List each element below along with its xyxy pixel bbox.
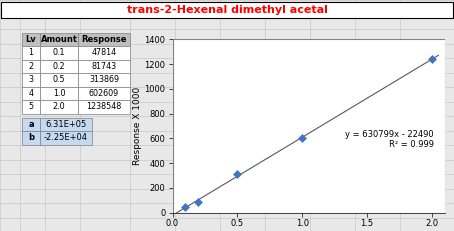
Point (182, 205, 189, 208)
Text: 1.0: 1.0 (53, 89, 65, 98)
Text: 2.0: 2.0 (53, 102, 65, 111)
Bar (78, 33, 130, 46)
Text: 47814: 47814 (91, 48, 117, 57)
Bar (40, 100, 78, 113)
Bar (78, 60, 130, 73)
Text: 81743: 81743 (91, 62, 117, 71)
Text: 1238548: 1238548 (86, 102, 122, 111)
Point (428, 57, 435, 61)
Text: 4: 4 (29, 89, 34, 98)
Text: 3: 3 (29, 75, 34, 84)
Bar (22, 118, 40, 131)
Bar (1, 2, 453, 18)
Text: 0.2: 0.2 (53, 62, 65, 71)
Bar (40, 86, 78, 100)
Bar (22, 73, 40, 86)
Text: trans-2-Hexenal dimethyl acetal: trans-2-Hexenal dimethyl acetal (127, 5, 327, 15)
Bar (22, 46, 40, 60)
Bar (173, 39, 445, 213)
Bar (40, 46, 78, 60)
Y-axis label: Response X 1000: Response X 1000 (133, 87, 142, 165)
Bar (40, 73, 78, 86)
Text: 1: 1 (29, 48, 34, 57)
Bar (40, 60, 78, 73)
Bar (22, 100, 40, 113)
Text: Lv: Lv (25, 35, 36, 44)
Text: 5: 5 (29, 102, 34, 111)
Text: 313869: 313869 (89, 75, 119, 84)
Text: 602609: 602609 (89, 89, 119, 98)
Bar (22, 86, 40, 100)
Bar (78, 100, 130, 113)
Bar (40, 131, 92, 145)
Text: b: b (28, 133, 34, 142)
Text: -2.25E+04: -2.25E+04 (44, 133, 88, 142)
Bar (22, 60, 40, 73)
Bar (78, 46, 130, 60)
Text: 2: 2 (29, 62, 34, 71)
Text: a: a (28, 120, 34, 129)
Bar (40, 33, 78, 46)
Bar (40, 118, 92, 131)
Text: 6.31E+05: 6.31E+05 (45, 120, 87, 129)
Bar (78, 73, 130, 86)
Text: Amount: Amount (40, 35, 78, 44)
Bar (22, 131, 40, 145)
Bar (78, 86, 130, 100)
Point (195, 201, 202, 204)
Text: 0.5: 0.5 (53, 75, 65, 84)
Bar (22, 33, 40, 46)
Text: 0.1: 0.1 (53, 48, 65, 57)
Point (234, 172, 241, 176)
Text: Response: Response (81, 35, 127, 44)
Text: y = 630799x - 22490
R² = 0.999: y = 630799x - 22490 R² = 0.999 (345, 130, 434, 149)
Point (299, 136, 306, 140)
